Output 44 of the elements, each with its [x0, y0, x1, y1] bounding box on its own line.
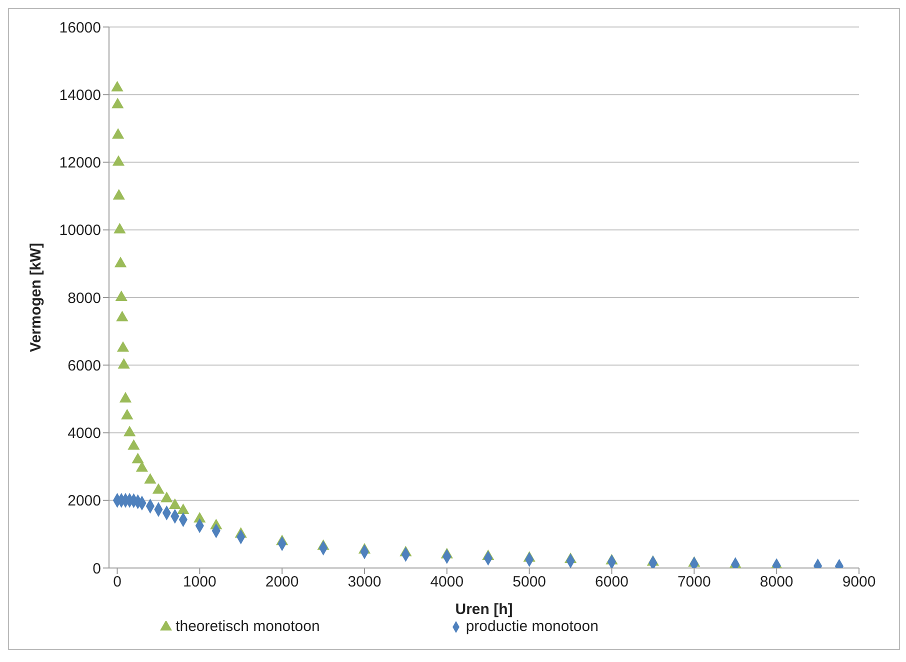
x-tick-label: 6000 — [595, 574, 628, 591]
y-tick-label: 14000 — [59, 86, 101, 104]
point — [112, 189, 125, 200]
point — [115, 290, 128, 302]
x-tick-label: 9000 — [842, 574, 876, 591]
x-tick-label: 2000 — [265, 574, 299, 591]
y-tick-label: 10000 — [59, 222, 101, 240]
point — [144, 473, 156, 484]
point — [112, 128, 124, 139]
x-tick-label: 3000 — [348, 574, 382, 591]
point — [116, 310, 128, 322]
point — [168, 498, 182, 509]
point — [112, 98, 124, 108]
point — [121, 408, 134, 420]
point — [177, 504, 190, 514]
point — [124, 426, 136, 436]
y-tick-label: 8000 — [68, 290, 101, 307]
y-axis-title: Vermogen [kW] — [27, 242, 44, 352]
point — [160, 492, 173, 502]
x-tick-label: 7000 — [677, 574, 711, 591]
point — [152, 483, 165, 494]
point — [112, 155, 125, 166]
point — [132, 452, 144, 464]
x-tick-label: 4000 — [430, 574, 464, 591]
y-tick-label: 6000 — [68, 357, 101, 374]
y-tick-label: 16000 — [59, 19, 101, 36]
y-tick-label: 4000 — [68, 425, 101, 442]
legend-label: productie monotoon — [466, 618, 598, 635]
point — [116, 341, 130, 352]
y-tick-label: 0 — [92, 560, 101, 578]
x-tick-label: 5000 — [512, 574, 546, 591]
y-tick-label: 2000 — [68, 492, 101, 510]
x-tick-label: 0 — [113, 574, 122, 591]
x-axis-title: Uren [h] — [455, 601, 513, 618]
point — [119, 392, 132, 402]
point — [111, 80, 124, 92]
point — [114, 222, 126, 234]
point — [118, 358, 130, 369]
x-tick-label: 1000 — [182, 574, 216, 591]
legend-label: theoretisch monotoon — [176, 618, 320, 635]
x-tick-label: 8000 — [760, 574, 794, 591]
point — [114, 256, 127, 268]
point — [128, 439, 140, 450]
y-tick-label: 12000 — [59, 154, 101, 172]
